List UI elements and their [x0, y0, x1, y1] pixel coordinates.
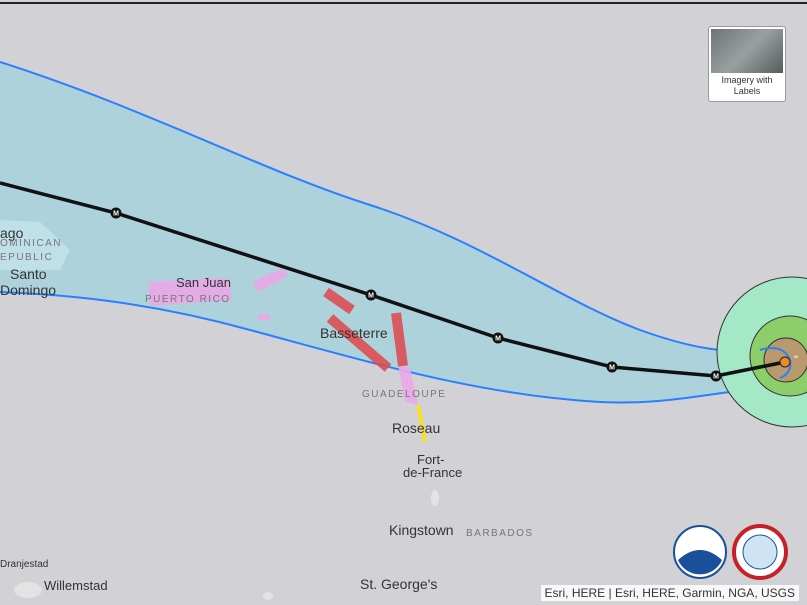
region: EPUBLIC [0, 252, 53, 263]
warnings [323, 287, 408, 372]
basemap-toggle[interactable]: Imagery with Labels [708, 26, 786, 102]
attribution: Esri, HERE | Esri, HERE, Garmin, NGA, US… [540, 585, 799, 601]
place: Dranjestad [0, 559, 48, 570]
region: OMINICAN [0, 238, 62, 249]
track-marker-label: M [113, 210, 119, 217]
track-marker [492, 332, 504, 344]
place: de-France [403, 465, 462, 480]
track-marker [110, 207, 122, 219]
region: GUADELOUPE [362, 389, 446, 400]
track-marker-label: M [368, 292, 374, 299]
place-labels: ago OMINICAN EPUBLIC Santo Domingo San J… [0, 225, 534, 593]
track-markers: M M M M M M [110, 207, 798, 382]
wind-field [716, 276, 807, 428]
basemap-label: Imagery with Labels [721, 75, 773, 96]
place: Roseau [392, 420, 440, 436]
place: San Juan [176, 275, 231, 290]
storm-center [779, 356, 791, 368]
basemap-thumbnail [711, 29, 783, 73]
place: ago [0, 225, 24, 241]
place: St. George's [360, 576, 437, 592]
hispaniola [0, 220, 70, 270]
land [14, 490, 439, 600]
tropical-storm-watch [416, 404, 427, 443]
track-marker-label: M [713, 373, 719, 380]
region: PUERTO RICO [145, 294, 231, 305]
forecast-cone [0, 62, 760, 403]
place: Fort- [417, 452, 444, 467]
place: Basseterre [320, 325, 388, 341]
place: Santo [10, 266, 47, 282]
track-marker [606, 361, 618, 373]
track-marker [365, 289, 377, 301]
track-marker-label: M [794, 354, 798, 359]
agency-logos [673, 524, 788, 580]
place: Willemstad [44, 578, 108, 593]
cone-edge [0, 61, 761, 353]
track-marker-label: M [495, 335, 501, 342]
track-marker [710, 370, 722, 382]
watch-areas [148, 268, 418, 405]
region: BARBADOS [466, 528, 534, 539]
track-marker-label: M [609, 364, 615, 371]
place: Kingstown [389, 522, 454, 538]
place: Domingo [0, 282, 56, 298]
